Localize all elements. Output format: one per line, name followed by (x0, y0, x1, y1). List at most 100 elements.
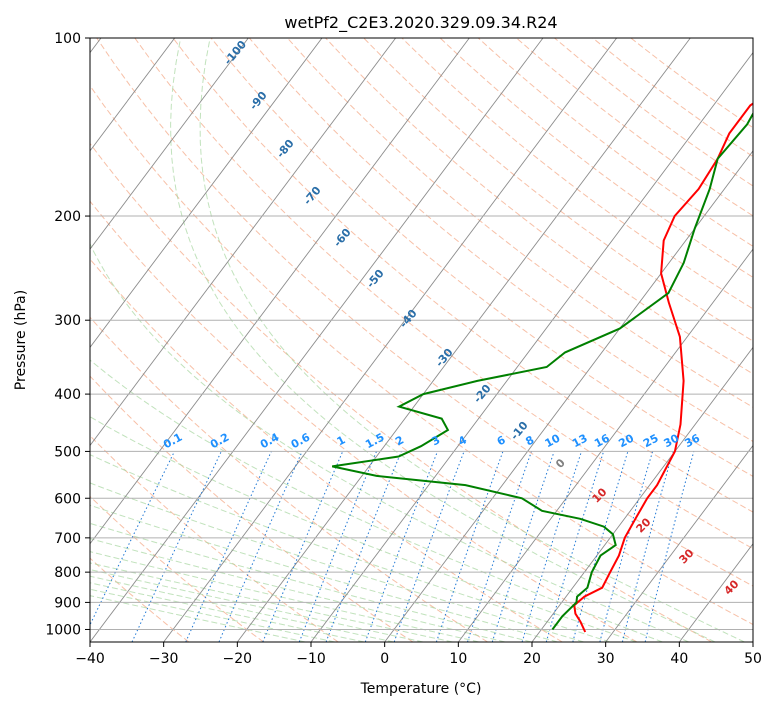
x-tick-label: 0 (380, 651, 389, 667)
dry-adiabat (90, 84, 753, 626)
isotherm-line (457, 248, 753, 642)
isotherm-line (752, 641, 753, 642)
moist-adiabat (90, 242, 689, 642)
dry-adiabat (90, 495, 264, 642)
mixing-ratio-label: 0.2 (208, 431, 231, 452)
dry-adiabat (401, 38, 753, 310)
mixing-ratio-label: 0.4 (258, 430, 282, 451)
isotherm-line (90, 38, 249, 250)
x-tick-label: −10 (296, 651, 326, 667)
dry-adiabat (363, 38, 753, 342)
isotherm-line (90, 38, 470, 545)
isotherm-line (384, 150, 753, 642)
dry-adiabat-label: -60 (331, 226, 354, 250)
dry-adiabat (90, 142, 712, 642)
mixing-ratio-line (572, 451, 629, 642)
y-tick-label: 300 (54, 313, 81, 329)
mixing-ratio-label: 16 (592, 431, 612, 450)
moist-adiabat (90, 569, 424, 642)
dry-adiabat-label: -90 (247, 89, 270, 113)
dry-adiabat-label: -20 (471, 382, 494, 406)
moist-adiabat (90, 522, 532, 642)
mixing-ratio-line (521, 451, 582, 642)
dry-adiabat (96, 38, 753, 587)
moist-adiabat (90, 595, 306, 642)
isotherm-line (605, 444, 753, 642)
mixing-ratio-line (262, 451, 344, 642)
x-tick-label: 50 (744, 651, 762, 667)
mixing-ratio-line (545, 451, 605, 642)
x-tick-label: −40 (75, 651, 105, 667)
mixing-ratio-label: 36 (682, 431, 702, 450)
x-tick-label: 10 (449, 651, 467, 667)
moist-adiabat (90, 504, 558, 642)
moist-adiabat-label: 40 (722, 577, 742, 597)
dry-adiabat (90, 435, 339, 642)
mixing-ratio-label: 25 (641, 432, 661, 451)
moist-adiabat (90, 454, 611, 642)
mixing-ratio-line (298, 451, 377, 642)
mixing-ratio-line (393, 451, 465, 642)
isotherm-line (90, 38, 176, 152)
x-tick-label: −30 (149, 651, 179, 667)
dry-adiabat (90, 258, 563, 642)
isotherm-line (90, 38, 544, 642)
y-tick-label: 200 (54, 209, 81, 225)
dry-adiabat (90, 200, 638, 642)
mixing-ratio-label: 8 (523, 433, 536, 448)
mixing-ratio-line (185, 451, 272, 642)
chart-title: wetPf2_C2E3.2020.329.09.34.R24 (284, 13, 557, 33)
moist-adiabat (90, 359, 663, 642)
mixing-ratio-line (131, 451, 222, 642)
y-tick-label: 800 (54, 565, 81, 581)
mixing-ratio-line (435, 451, 504, 642)
moist-adiabat (90, 416, 637, 642)
temperature-profile-line (573, 102, 753, 633)
moist-adiabat (90, 582, 365, 642)
moist-adiabat (90, 562, 453, 642)
dry-adiabat (287, 38, 753, 408)
y-tick-label: 400 (54, 387, 81, 403)
moist-adiabat-label: 10 (590, 485, 610, 505)
moist-adiabat (199, 38, 745, 642)
mixing-ratio-label: 13 (570, 432, 590, 451)
x-tick-label: 40 (670, 651, 688, 667)
mixing-ratio-line (467, 451, 532, 642)
mixing-ratio-line (621, 451, 674, 642)
y-tick-label: 1000 (45, 622, 81, 638)
dry-adiabat (554, 38, 753, 187)
dry-adiabat (134, 38, 753, 550)
y-axis-label: Pressure (hPa) (13, 290, 29, 390)
mixing-ratio-label: 30 (662, 431, 682, 450)
isotherm-line (90, 38, 397, 447)
isotherm-line (310, 51, 753, 642)
y-tick-label: 600 (54, 491, 81, 507)
mixing-ratio-line (325, 451, 402, 642)
dry-adiabat-label: -50 (364, 267, 387, 291)
isotherm-line (236, 38, 691, 642)
y-tick-label: 500 (54, 444, 81, 460)
y-tick-label: 700 (54, 531, 81, 547)
dry-adiabat-label: -30 (433, 346, 456, 370)
moist-adiabat (90, 575, 394, 642)
dry-adiabat-label: -70 (301, 184, 324, 208)
moist-adiabat (90, 551, 479, 642)
mixing-ratio-line (491, 451, 555, 642)
isotherm-line (678, 543, 753, 642)
isotherm-line (163, 38, 618, 642)
mixing-ratio-label: 0.1 (161, 431, 184, 452)
mixing-ratio-line (644, 451, 695, 642)
mixing-ratio-label: 2 (393, 433, 406, 448)
moist-adiabat (90, 538, 506, 642)
mixing-ratio-label: 6 (495, 433, 508, 448)
isotherm-line (531, 346, 753, 642)
dry-adiabat (477, 38, 753, 247)
moist-adiabat-label: 30 (677, 546, 697, 566)
dry-adiabat (210, 38, 753, 477)
x-tick-label: 30 (597, 651, 615, 667)
mixing-ratio-label: 20 (616, 431, 636, 450)
moist-adiabat (90, 482, 584, 642)
x-tick-label: −20 (223, 651, 253, 667)
dewpoint-profile-line (331, 111, 753, 631)
